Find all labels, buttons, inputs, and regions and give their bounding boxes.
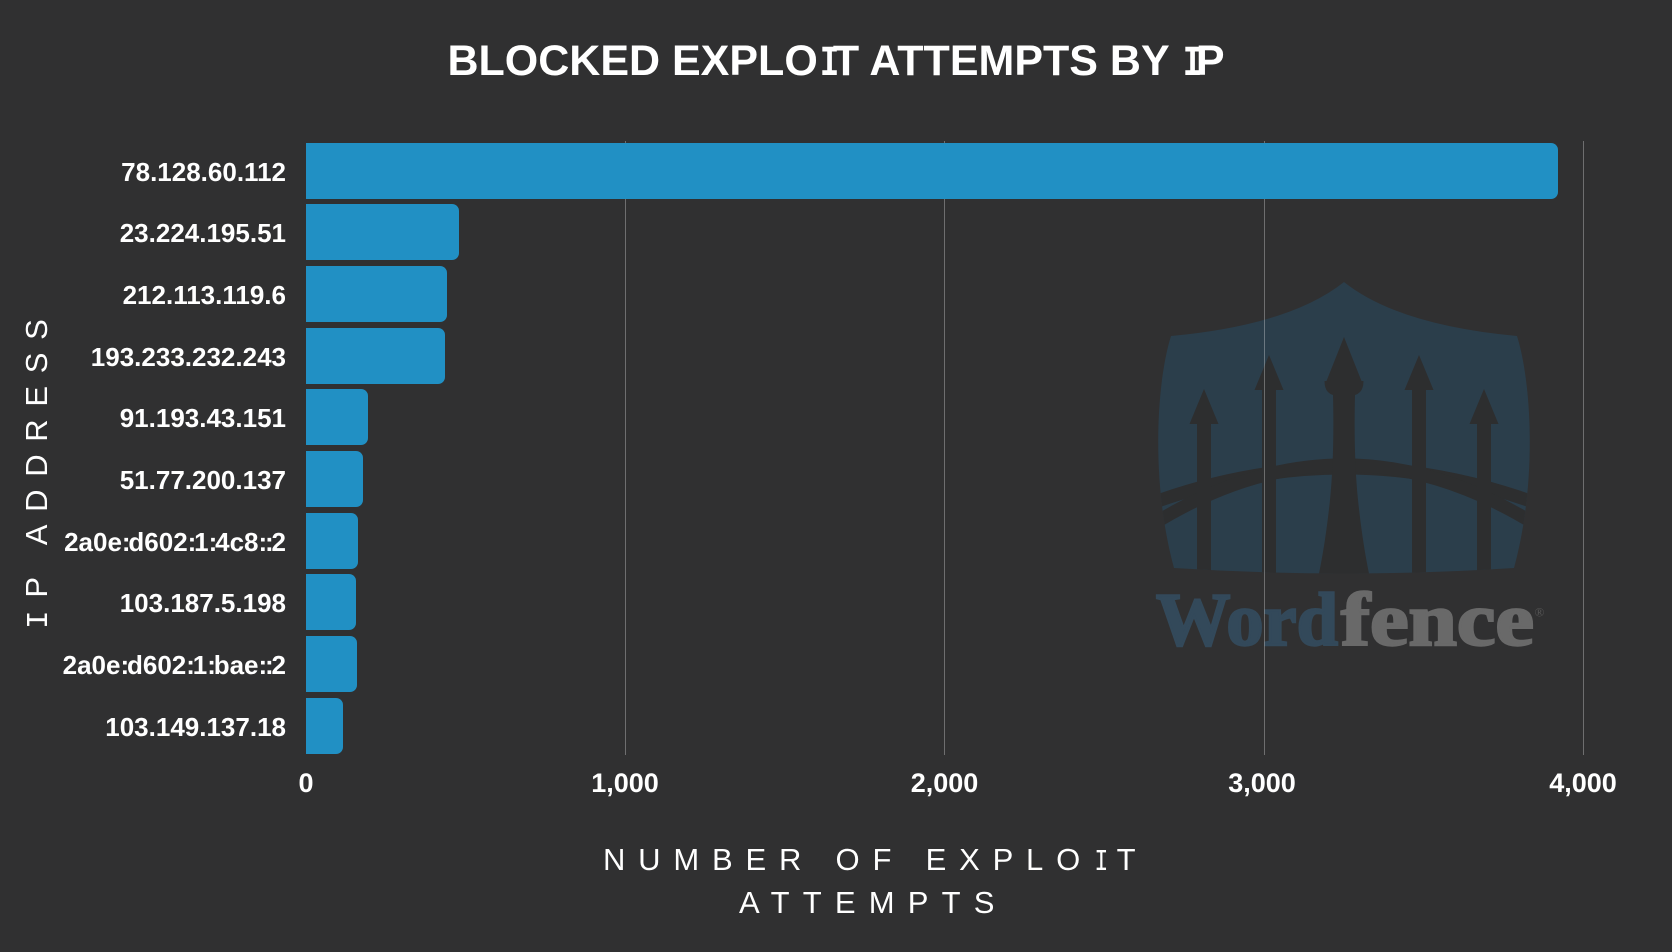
svg-text:fence: fence	[1341, 579, 1534, 660]
svg-text:Word: Word	[1156, 579, 1338, 660]
svg-text:®: ®	[1535, 605, 1545, 620]
